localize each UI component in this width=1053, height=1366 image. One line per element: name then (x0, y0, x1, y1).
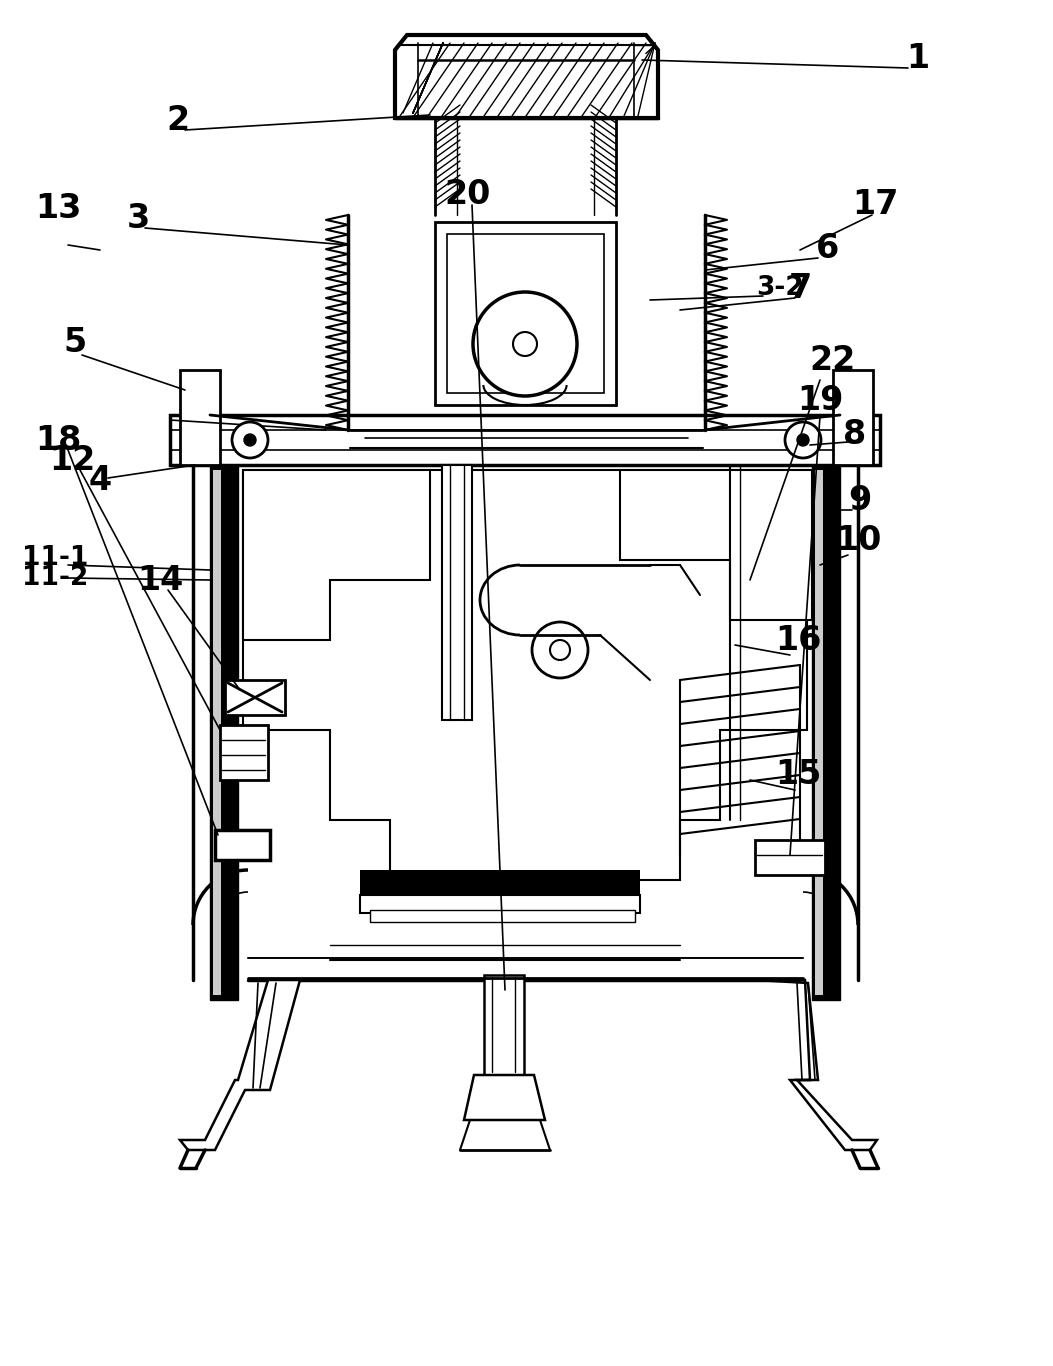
Text: 3: 3 (126, 202, 150, 235)
Text: 5: 5 (63, 325, 86, 358)
Bar (370, 910, 635, 922)
Text: 11-1: 11-1 (22, 545, 88, 571)
Text: 19: 19 (797, 384, 843, 417)
Bar (484, 975, 524, 1075)
Polygon shape (243, 470, 807, 880)
Text: 12: 12 (48, 444, 95, 477)
Text: 7: 7 (789, 272, 812, 305)
Polygon shape (360, 870, 640, 895)
Bar (215, 831, 270, 861)
Circle shape (532, 622, 588, 678)
Text: 9: 9 (849, 484, 872, 516)
Circle shape (232, 422, 269, 458)
Bar (220, 725, 269, 780)
Text: 14: 14 (137, 564, 183, 597)
Polygon shape (836, 373, 870, 462)
Bar (225, 680, 285, 714)
Text: 2: 2 (166, 104, 190, 137)
Polygon shape (243, 470, 430, 641)
Text: 6: 6 (816, 231, 839, 265)
Bar (755, 840, 824, 876)
Bar (347, 214, 706, 430)
Bar (815, 470, 823, 994)
Text: 11-2: 11-2 (22, 566, 88, 591)
Bar (360, 895, 640, 912)
Text: 10: 10 (835, 523, 881, 556)
Bar (213, 470, 221, 994)
Text: 8: 8 (843, 418, 867, 452)
Polygon shape (183, 373, 217, 462)
Bar (170, 415, 880, 464)
Text: 3-2: 3-2 (756, 275, 803, 301)
Bar (435, 223, 616, 404)
Text: 18: 18 (35, 423, 81, 456)
Bar (435, 117, 616, 214)
Bar (812, 464, 840, 1000)
Bar (448, 234, 604, 393)
Text: 22: 22 (809, 343, 855, 377)
Text: 20: 20 (444, 179, 491, 212)
Circle shape (550, 641, 570, 660)
Text: 16: 16 (775, 623, 821, 657)
Polygon shape (620, 470, 812, 620)
Circle shape (473, 292, 577, 396)
Polygon shape (395, 36, 658, 117)
Polygon shape (180, 979, 300, 1150)
Polygon shape (464, 1075, 545, 1120)
Bar (193, 464, 858, 979)
Polygon shape (755, 979, 877, 1150)
Circle shape (797, 434, 809, 447)
Bar (180, 370, 220, 464)
Text: 17: 17 (852, 189, 898, 221)
Circle shape (513, 332, 537, 357)
Bar (833, 370, 873, 464)
Circle shape (244, 434, 256, 447)
Text: 13: 13 (35, 191, 81, 224)
Text: 4: 4 (88, 463, 112, 496)
Circle shape (784, 422, 821, 458)
Bar (442, 464, 472, 720)
Text: 1: 1 (907, 41, 930, 75)
Bar (210, 464, 238, 1000)
Text: 15: 15 (775, 758, 821, 791)
